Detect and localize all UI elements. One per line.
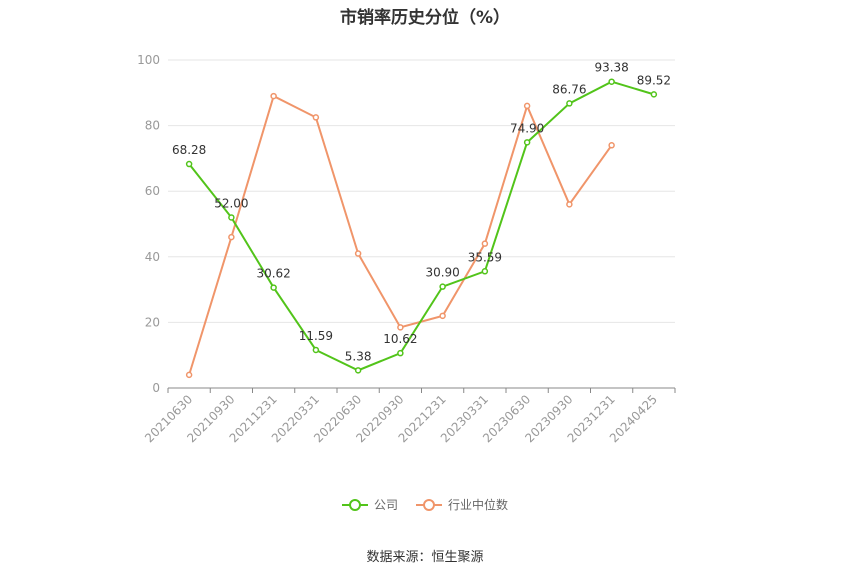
data-point bbox=[608, 78, 615, 85]
data-point bbox=[185, 371, 193, 379]
legend-swatch-company bbox=[341, 498, 368, 511]
y-axis: 0 20 40 60 80 100 bbox=[137, 53, 160, 395]
series-layer bbox=[185, 78, 658, 379]
data-point bbox=[354, 367, 362, 374]
legend-swatch-industry-median bbox=[416, 498, 442, 511]
data-label: 30.62 bbox=[256, 267, 290, 281]
data-label: 35.59 bbox=[468, 250, 502, 264]
data-label: 89.52 bbox=[637, 73, 671, 87]
data-label: 52.00 bbox=[214, 196, 248, 210]
legend-item-industry-median[interactable]: 行业中位数 bbox=[416, 496, 508, 513]
data-label: 5.38 bbox=[345, 349, 372, 363]
y-tick-label: 40 bbox=[145, 250, 160, 264]
x-axis: 2021063020210930202112312022033120220630… bbox=[142, 387, 676, 445]
data-point bbox=[312, 346, 320, 354]
data-point bbox=[228, 214, 235, 221]
data-point bbox=[270, 92, 277, 100]
y-tick-label: 60 bbox=[145, 184, 160, 198]
data-point bbox=[312, 114, 320, 121]
data-point bbox=[228, 233, 235, 241]
data-point bbox=[481, 268, 489, 275]
y-tick-label: 100 bbox=[137, 53, 160, 67]
legend: 公司 行业中位数 bbox=[0, 496, 850, 513]
data-label: 10.62 bbox=[383, 332, 417, 346]
data-point bbox=[354, 250, 362, 257]
data-label: 68.28 bbox=[172, 143, 206, 157]
grid-lines bbox=[168, 59, 675, 323]
data-label: 11.59 bbox=[299, 329, 333, 343]
data-point bbox=[523, 139, 531, 146]
series-line bbox=[188, 80, 655, 372]
data-point bbox=[397, 349, 404, 357]
data-label: 86.76 bbox=[552, 82, 586, 96]
y-tick-label: 20 bbox=[145, 315, 160, 329]
data-labels: 68.28 52.00 30.62 11.59 5.38 10.62 30.90 35.59 7… bbox=[172, 61, 671, 364]
data-point bbox=[566, 100, 573, 107]
data-point bbox=[270, 284, 277, 291]
data-point bbox=[481, 240, 489, 247]
data-point bbox=[439, 312, 446, 320]
legend-label-company: 公司 bbox=[373, 498, 398, 512]
data-point bbox=[523, 102, 531, 110]
data-point bbox=[608, 142, 615, 149]
legend-item-company[interactable]: 公司 bbox=[341, 496, 398, 513]
data-point bbox=[185, 160, 193, 168]
data-point bbox=[397, 324, 404, 331]
data-source-note: 数据来源：恒生聚源 bbox=[366, 550, 484, 565]
data-point bbox=[650, 91, 658, 98]
data-label: 93.38 bbox=[594, 61, 628, 75]
data-point bbox=[439, 283, 446, 290]
y-tick-label: 80 bbox=[145, 119, 160, 133]
chart-title: 市销率历史分位（%） bbox=[339, 8, 511, 28]
y-tick-label: 0 bbox=[152, 381, 160, 395]
data-label: 30.90 bbox=[425, 266, 459, 280]
data-label: 74.90 bbox=[510, 121, 544, 135]
data-point bbox=[566, 201, 573, 208]
legend-label-industry-median: 行业中位数 bbox=[448, 498, 509, 512]
